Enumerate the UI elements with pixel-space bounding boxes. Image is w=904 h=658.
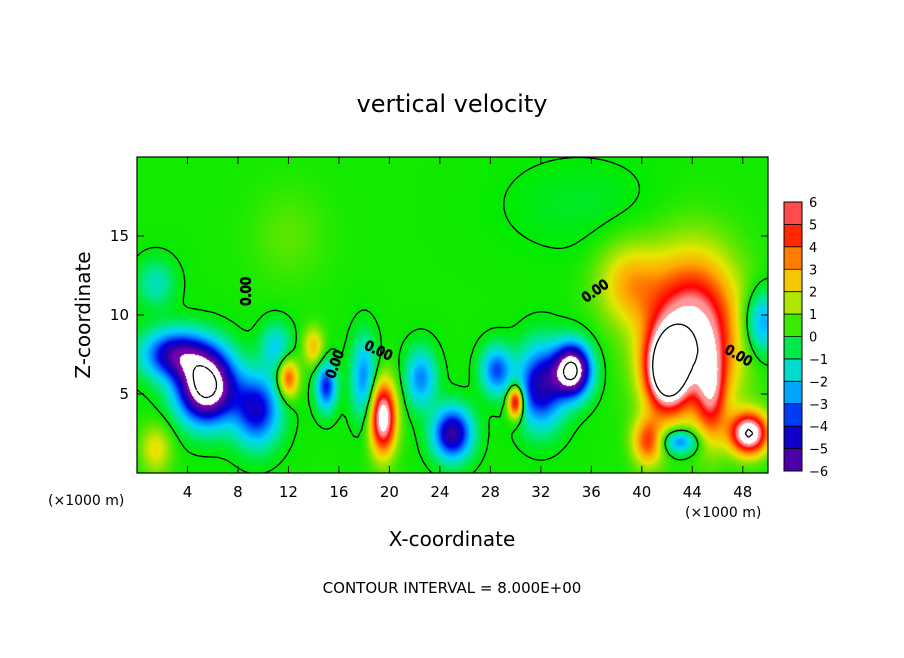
y-axis-label: Z-coordinate bbox=[71, 251, 95, 378]
colorbar-tick-label-11: −5 bbox=[809, 443, 828, 458]
colorbar-tick-label-5: 1 bbox=[809, 308, 817, 323]
x-axis-ticks: 4 8 12 16 20 24 28 32 36 40 44 48 bbox=[183, 157, 752, 501]
colorbar-band-11 bbox=[784, 448, 802, 471]
x-tick-label-24: 24 bbox=[430, 483, 449, 501]
x-tick-label-16: 16 bbox=[329, 483, 348, 501]
colorbar-tick-label-6: 0 bbox=[809, 331, 817, 346]
x-tick-label-4: 4 bbox=[183, 483, 193, 501]
contour-zero bbox=[136, 156, 769, 474]
x-tick-label-36: 36 bbox=[582, 483, 601, 501]
x-axis-label: X-coordinate bbox=[389, 527, 516, 551]
x-tick-label-20: 20 bbox=[380, 483, 399, 501]
heatmap-field bbox=[137, 157, 768, 473]
colorbar: 6 5 4 3 2 1 0 −1 −2 −3 −4 −5 −6 bbox=[783, 196, 828, 480]
colorbar-band-5 bbox=[784, 314, 802, 337]
colorbar-band-1 bbox=[784, 224, 802, 247]
colorbar-band-8 bbox=[784, 381, 802, 404]
colorbar-band-7 bbox=[784, 358, 802, 382]
contour-negative bbox=[192, 361, 578, 399]
colorbar-band-2 bbox=[784, 246, 802, 270]
colorbar-band-6 bbox=[784, 336, 802, 359]
colorbar-band-3 bbox=[784, 269, 802, 292]
y-tick-label-15: 15 bbox=[110, 227, 129, 245]
plot-area: 0.000.00 0.000.000.00 4 8 12 16 20 24 28 32 36 40 4… bbox=[110, 156, 769, 501]
x-tick-label-28: 28 bbox=[481, 483, 500, 501]
colorbar-tick-label-10: −4 bbox=[809, 420, 828, 435]
x-tick-label-48: 48 bbox=[733, 483, 752, 501]
colorbar-tick-label-8: −2 bbox=[809, 375, 828, 390]
colorbar-tick-label-7: −1 bbox=[809, 353, 828, 368]
x-tick-label-12: 12 bbox=[279, 483, 298, 501]
contour-positive bbox=[652, 323, 754, 438]
colorbar-tick-label-1: 5 bbox=[809, 218, 817, 233]
colorbar-tick-label-12: −6 bbox=[809, 465, 828, 480]
colorbar-tick-label-4: 2 bbox=[809, 286, 817, 301]
colorbar-tick-label-0: 6 bbox=[809, 196, 817, 211]
x-unit-note-left: (×1000 m) bbox=[48, 493, 124, 509]
x-tick-label-32: 32 bbox=[531, 483, 550, 501]
contour-interval-note: CONTOUR INTERVAL = 8.000E+00 bbox=[323, 579, 582, 597]
x-tick-label-40: 40 bbox=[632, 483, 651, 501]
colorbar-tick-label-9: −3 bbox=[809, 398, 828, 413]
colorbar-tick-label-2: 4 bbox=[809, 241, 817, 256]
x-tick-label-44: 44 bbox=[683, 483, 702, 501]
chart-title: vertical velocity bbox=[357, 90, 548, 118]
colorbar-band-0 bbox=[784, 202, 802, 225]
x-unit-note-right: (×1000 m) bbox=[685, 505, 761, 521]
colorbar-band-10 bbox=[784, 426, 802, 449]
y-axis-ticks: 5 10 15 bbox=[110, 227, 768, 403]
colorbar-tick-label-3: 3 bbox=[809, 263, 817, 278]
y-tick-label-10: 10 bbox=[110, 306, 129, 324]
colorbar-band-4 bbox=[784, 291, 802, 315]
colorbar-band-9 bbox=[784, 403, 802, 427]
x-tick-label-8: 8 bbox=[233, 483, 243, 501]
contour-label-0: 0.00 bbox=[240, 277, 255, 306]
y-tick-label-5: 5 bbox=[119, 385, 129, 403]
